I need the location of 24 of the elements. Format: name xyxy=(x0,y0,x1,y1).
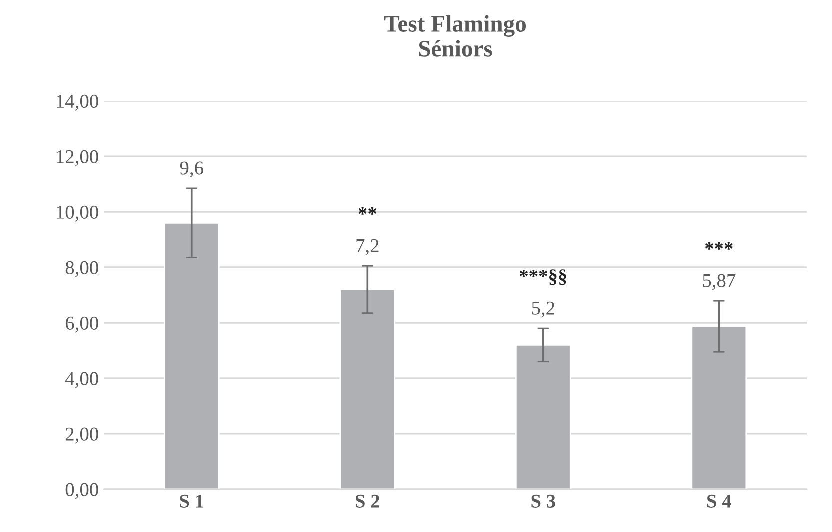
data-label: 5,2 xyxy=(532,302,554,318)
y-tick-label: 0,00 xyxy=(66,483,98,500)
annotation: ** xyxy=(358,208,377,215)
bar xyxy=(515,344,572,490)
x-tick-label: S 3 xyxy=(532,494,556,508)
chart-title: Test Flamingo Séniors xyxy=(384,15,526,57)
bar xyxy=(340,289,396,490)
y-tick-label: 6,00 xyxy=(66,316,98,333)
y-tick-label: 4,00 xyxy=(65,372,98,388)
annotation: *** xyxy=(705,242,733,250)
x-tick-label: S 4 xyxy=(708,494,732,508)
annotation: ***§§ xyxy=(520,270,566,286)
x-tick-label: S 2 xyxy=(356,494,380,508)
data-label: 9,6 xyxy=(180,162,204,178)
y-tick-label: 12,00 xyxy=(57,150,98,166)
data-label: 5,87 xyxy=(703,274,736,290)
x-tick-label: S 1 xyxy=(180,494,204,508)
y-tick-label: 14,00 xyxy=(57,94,98,111)
bar xyxy=(691,326,748,490)
bar xyxy=(164,222,220,490)
data-label: 7,2 xyxy=(356,239,379,256)
y-tick-label: 2,00 xyxy=(66,428,98,444)
y-tick-label: 8,00 xyxy=(66,261,98,278)
y-tick-label: 10,00 xyxy=(57,206,98,222)
